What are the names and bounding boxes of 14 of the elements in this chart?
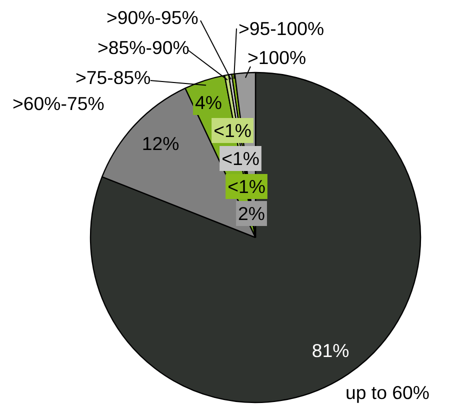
slice-label: >95-100% (238, 18, 324, 39)
data-label: <1% (222, 148, 260, 169)
data-label: 81% (312, 340, 350, 361)
data-label: 12% (142, 133, 180, 154)
slice-label: up to 60% (346, 382, 430, 403)
data-label: <1% (214, 120, 252, 141)
slice-label: >60%-75% (12, 93, 104, 114)
data-label: 4% (195, 92, 222, 113)
data-label: 2% (238, 203, 265, 224)
slice-label: >90%-95% (106, 7, 198, 28)
slice-label: >75-85% (76, 67, 151, 88)
slice-label: >85%-90% (98, 37, 190, 58)
data-label: <1% (228, 176, 266, 197)
slice-label: >100% (248, 47, 306, 68)
